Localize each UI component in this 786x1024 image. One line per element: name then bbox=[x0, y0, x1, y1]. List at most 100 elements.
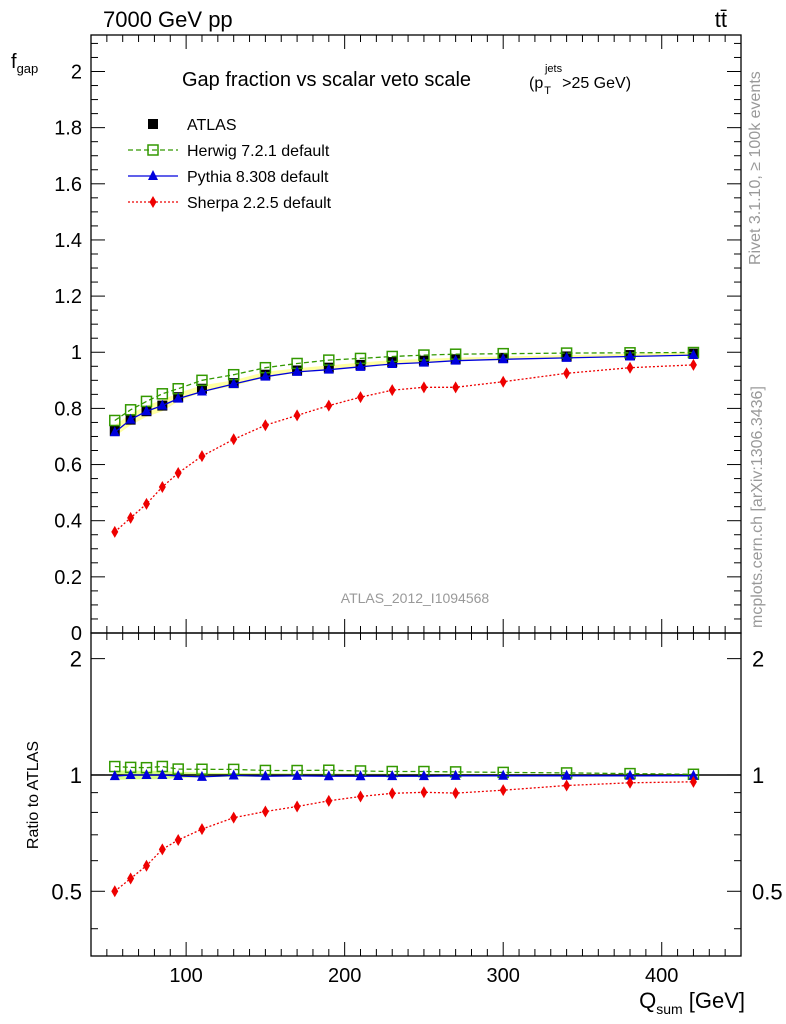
data-point-sherpa-2-2-5-default bbox=[174, 466, 182, 479]
ratio-line-sherpa-2-2-5-default bbox=[114, 781, 694, 892]
ratio-point-pythia-8-308-default bbox=[157, 768, 168, 779]
data-point-sherpa-2-2-5-default bbox=[230, 433, 238, 446]
ratio-tick-label-left: 1 bbox=[70, 763, 82, 788]
ratio-tick-label-right: 1 bbox=[752, 763, 764, 788]
series-line-herwig-7-2-1-default bbox=[114, 351, 694, 422]
ratio-tick-label-left: 2 bbox=[70, 647, 82, 672]
ratio-point-pythia-8-308-default bbox=[141, 768, 152, 779]
ratio-point-pythia-8-308-default bbox=[387, 770, 398, 781]
legend-label-pythia-8-308-default: Pythia 8.308 default bbox=[187, 169, 329, 186]
legend: ATLAS Herwig 7.2.1 default Pythia 8.308 de… bbox=[128, 117, 332, 212]
x-tick-label: 100 bbox=[169, 965, 202, 987]
data-point-herwig-7-2-1-default bbox=[109, 414, 121, 427]
data-point-pythia-8-308-default bbox=[561, 351, 572, 362]
ratio-point-sherpa-2-2-5-default bbox=[142, 859, 150, 872]
energy-label: 7000 GeV pp bbox=[103, 7, 233, 32]
ratio-tick-label-left: 0.5 bbox=[51, 879, 82, 904]
ratio-point-sherpa-2-2-5-default bbox=[198, 823, 206, 836]
x-axis-label: Qsum [GeV] bbox=[639, 988, 745, 1017]
data-point-pythia-8-308-default bbox=[688, 349, 699, 360]
ratio-point-pythia-8-308-default bbox=[292, 769, 303, 780]
data-point-sherpa-2-2-5-default bbox=[142, 497, 150, 510]
ratio-point-sherpa-2-2-5-default bbox=[230, 811, 238, 824]
series-line-sherpa-2-2-5-default bbox=[114, 364, 694, 533]
y-tick-label: 1.4 bbox=[54, 230, 82, 252]
x-tick-label: 200 bbox=[328, 965, 361, 987]
data-point-sherpa-2-2-5-default bbox=[198, 450, 206, 463]
y-tick-label: 1.8 bbox=[54, 118, 82, 140]
ratio-point-pythia-8-308-default bbox=[355, 770, 366, 781]
legend-item-atlas: ATLAS bbox=[148, 117, 237, 134]
main-panel-data-band bbox=[114, 352, 694, 437]
data-point-herwig-7-2-1-default bbox=[156, 388, 169, 400]
y-tick-label: 2 bbox=[71, 61, 82, 83]
data-point-herwig-7-2-1-default bbox=[196, 374, 208, 387]
ratio-point-pythia-8-308-default bbox=[625, 769, 636, 780]
ratio-tick-label-right: 0.5 bbox=[752, 879, 783, 904]
legend-item-herwig-7-2-1-default: Herwig 7.2.1 default bbox=[128, 143, 330, 160]
ratio-line-herwig-7-2-1-default bbox=[114, 765, 694, 775]
ratio-point-sherpa-2-2-5-default bbox=[499, 784, 507, 797]
y-tick-label: 0.2 bbox=[54, 567, 82, 589]
ratio-point-sherpa-2-2-5-default bbox=[452, 787, 460, 800]
ratio-point-pythia-8-308-default bbox=[196, 770, 207, 781]
data-point-sherpa-2-2-5-default bbox=[499, 375, 507, 388]
data-point-sherpa-2-2-5-default bbox=[357, 391, 365, 404]
data-point-pythia-8-308-default bbox=[173, 392, 184, 403]
ratio-point-sherpa-2-2-5-default bbox=[261, 805, 269, 818]
y-tick-label: 1.2 bbox=[54, 286, 82, 308]
ratio-point-pythia-8-308-default bbox=[450, 769, 461, 780]
y-axis-label-main: fgap bbox=[11, 51, 38, 76]
ratio-point-sherpa-2-2-5-default bbox=[689, 775, 697, 788]
ratio-point-sherpa-2-2-5-default bbox=[158, 843, 166, 856]
data-point-sherpa-2-2-5-default bbox=[293, 409, 301, 422]
series-layer bbox=[109, 346, 700, 898]
y-tick-label: 0.4 bbox=[54, 511, 82, 533]
ratio-point-sherpa-2-2-5-default bbox=[388, 787, 396, 800]
ratio-point-pythia-8-308-default bbox=[323, 770, 334, 781]
ratio-point-pythia-8-308-default bbox=[498, 769, 509, 780]
data-point-sherpa-2-2-5-default bbox=[563, 367, 571, 380]
y-tick-label: 0.8 bbox=[54, 398, 82, 420]
data-point-sherpa-2-2-5-default bbox=[388, 384, 396, 397]
ratio-point-sherpa-2-2-5-default bbox=[357, 790, 365, 803]
data-point-sherpa-2-2-5-default bbox=[325, 399, 333, 412]
ratio-point-pythia-8-308-default bbox=[688, 769, 699, 780]
y-tick-label: 0.6 bbox=[54, 455, 82, 477]
y-tick-label: 1 bbox=[71, 342, 82, 364]
ratio-point-pythia-8-308-default bbox=[109, 770, 120, 781]
ratio-point-pythia-8-308-default bbox=[260, 770, 271, 781]
y-axis-label-ratio: Ratio to ATLAS bbox=[25, 741, 42, 849]
data-point-sherpa-2-2-5-default bbox=[420, 381, 428, 394]
data-point-pythia-8-308-default bbox=[418, 356, 429, 367]
data-point-pythia-8-308-default bbox=[292, 365, 303, 376]
data-uncertainty-band bbox=[114, 352, 694, 437]
ratio-point-pythia-8-308-default bbox=[228, 769, 239, 780]
legend-label-atlas: ATLAS bbox=[187, 117, 237, 134]
legend-marker-herwig-7-2-1-default bbox=[147, 144, 159, 156]
y-tick-label: 0 bbox=[71, 623, 82, 645]
ratio-panel-frame bbox=[90, 632, 742, 957]
data-point-sherpa-2-2-5-default bbox=[689, 358, 697, 371]
analysis-id: ATLAS_2012_I1094568 bbox=[341, 590, 490, 606]
data-point-pythia-8-308-default bbox=[498, 353, 509, 364]
data-point-sherpa-2-2-5-default bbox=[127, 511, 135, 524]
data-point-pythia-8-308-default bbox=[109, 426, 120, 437]
data-point-pythia-8-308-default bbox=[625, 350, 636, 361]
ratio-point-sherpa-2-2-5-default bbox=[563, 779, 571, 792]
ratio-point-sherpa-2-2-5-default bbox=[111, 885, 119, 898]
legend-label-sherpa-2-2-5-default: Sherpa 2.2.5 default bbox=[187, 195, 332, 212]
data-point-sherpa-2-2-5-default bbox=[626, 361, 634, 374]
chart-title-cut: (pTjets>25 GeV) bbox=[529, 63, 631, 97]
source-label: mcplots.cern.ch [arXiv:1306.3436] bbox=[749, 386, 766, 628]
data-point-pythia-8-308-default bbox=[228, 377, 239, 388]
ratio-point-sherpa-2-2-5-default bbox=[293, 800, 301, 813]
legend-item-sherpa-2-2-5-default: Sherpa 2.2.5 default bbox=[128, 195, 332, 212]
legend-label-herwig-7-2-1-default: Herwig 7.2.1 default bbox=[187, 143, 330, 160]
series-pythia-8-308-default bbox=[109, 349, 699, 781]
ratio-tick-label-right: 2 bbox=[752, 647, 764, 672]
series-herwig-7-2-1-default bbox=[109, 346, 700, 781]
ratio-point-sherpa-2-2-5-default bbox=[325, 794, 333, 807]
y-tick-label: 1.6 bbox=[54, 174, 82, 196]
